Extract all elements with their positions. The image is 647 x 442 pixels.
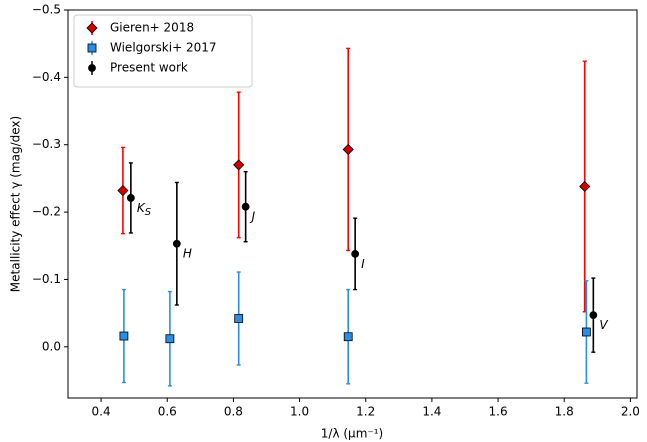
y-tick-label: −0.4: [32, 70, 61, 84]
marker: [86, 22, 98, 34]
marker: [343, 332, 353, 342]
plot-frame: [67, 9, 638, 399]
marker: [342, 143, 354, 156]
band-label: KS: [137, 200, 152, 218]
marker: [233, 159, 245, 171]
y-tick-label: −0.1: [32, 272, 61, 286]
marker: [172, 239, 181, 248]
marker: [165, 334, 175, 344]
marker: [119, 331, 129, 341]
legend-label: Wielgorski+ 2017: [110, 41, 217, 55]
x-tick-label: 0.8: [224, 405, 243, 419]
marker: [88, 64, 96, 72]
band-label: H: [183, 246, 192, 260]
marker: [581, 327, 591, 337]
x-tick-label: 1.6: [489, 405, 508, 419]
band-letter: K: [137, 200, 146, 214]
x-tick-label: 1.8: [555, 405, 574, 419]
y-tick-label: −0.2: [32, 205, 61, 219]
band-label: I: [361, 256, 365, 270]
x-tick-label: 1.4: [422, 405, 441, 419]
legend-label: Present work: [110, 61, 188, 75]
band-letter: V: [599, 318, 608, 332]
legend-label: Gieren+ 2018: [110, 21, 194, 35]
y-axis-label: Metallicity effect γ (mag/dex): [9, 116, 23, 292]
marker: [351, 249, 360, 258]
band-letter: J: [250, 209, 256, 223]
y-tick-label: −0.3: [32, 137, 61, 151]
marker: [579, 180, 591, 193]
marker: [241, 202, 250, 211]
band-label: J: [250, 209, 256, 223]
x-tick-label: 1.0: [290, 405, 309, 419]
x-tick-label: 1.2: [356, 405, 375, 419]
marker: [234, 314, 244, 323]
band-label: V: [599, 318, 608, 332]
marker: [126, 194, 135, 202]
y-tick-label: 0.0: [42, 339, 61, 353]
legend-box: [73, 14, 253, 88]
x-tick-label: 0.4: [92, 405, 111, 419]
x-axis-label: 1/λ (μm⁻¹): [321, 427, 383, 441]
band-letter: I: [361, 256, 365, 270]
marker: [87, 43, 97, 53]
x-tick-label: 0.6: [158, 405, 177, 419]
x-tick-label: 2.0: [621, 405, 640, 419]
band-subscript: S: [145, 207, 152, 218]
marker: [589, 311, 598, 320]
band-letter: H: [183, 246, 192, 260]
y-tick-label: −0.5: [32, 3, 61, 17]
marker: [117, 184, 129, 197]
